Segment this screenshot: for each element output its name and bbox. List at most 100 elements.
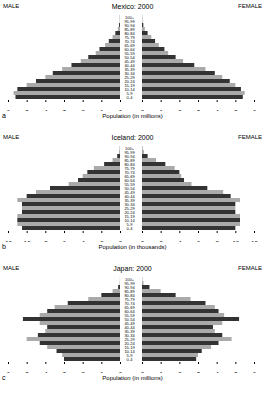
svg-text:2: 2 — [178, 109, 182, 111]
svg-text:90-94: 90-94 — [124, 284, 135, 290]
svg-text:10: 10 — [232, 240, 239, 242]
svg-text:50-54: 50-54 — [124, 54, 135, 60]
svg-text:100+: 100+ — [125, 14, 134, 20]
svg-text:85-89: 85-89 — [124, 157, 135, 163]
svg-text:6: 6 — [7, 109, 11, 111]
svg-text:5: 5 — [234, 371, 238, 373]
svg-text:35-39: 35-39 — [124, 66, 135, 72]
svg-text:3: 3 — [197, 109, 201, 111]
svg-text:75-79: 75-79 — [124, 34, 135, 40]
svg-text:35-39: 35-39 — [124, 197, 135, 203]
svg-text:3: 3 — [63, 109, 67, 111]
svg-text:8: 8 — [215, 240, 219, 242]
svg-text:30-34: 30-34 — [124, 201, 135, 207]
html-text:Population (in thousands): Population (in thousands) — [98, 244, 167, 250]
html-text:MALE: MALE — [3, 265, 20, 271]
svg-text:12: 12 — [5, 240, 12, 242]
svg-text:0: 0 — [141, 109, 145, 111]
html-text:MALE: MALE — [3, 3, 20, 9]
html-text:Iceland: 2000: Iceland: 2000 — [111, 134, 154, 141]
svg-text:65-69: 65-69 — [124, 42, 135, 48]
svg-text:45-49: 45-49 — [124, 189, 135, 195]
svg-text:10-14: 10-14 — [124, 217, 135, 223]
svg-text:70-74: 70-74 — [124, 169, 135, 175]
svg-text:80-84: 80-84 — [124, 30, 135, 36]
svg-text:0: 0 — [141, 240, 145, 242]
svg-text:2: 2 — [159, 240, 163, 242]
svg-text:25-29: 25-29 — [124, 205, 135, 211]
svg-text:6: 6 — [197, 240, 201, 242]
svg-text:6: 6 — [63, 240, 67, 242]
svg-text:5: 5 — [25, 109, 29, 111]
svg-text:5-9: 5-9 — [126, 90, 133, 96]
html-text:Population (in millions): Population (in millions) — [102, 113, 163, 119]
svg-text:50-54: 50-54 — [124, 185, 135, 191]
svg-text:40-44: 40-44 — [124, 193, 135, 199]
html-text:FEMALE: FEMALE — [238, 134, 262, 140]
html-text:FEMALE: FEMALE — [238, 3, 262, 9]
svg-text:40-44: 40-44 — [124, 62, 135, 68]
svg-text:100+: 100+ — [125, 276, 134, 282]
svg-text:25-29: 25-29 — [124, 74, 135, 80]
svg-text:95-99: 95-99 — [124, 280, 135, 286]
svg-text:90-94: 90-94 — [124, 22, 135, 28]
svg-text:80-84: 80-84 — [124, 161, 135, 167]
svg-text:0: 0 — [119, 371, 123, 373]
svg-text:55-59: 55-59 — [124, 181, 135, 187]
svg-text:20-24: 20-24 — [124, 78, 135, 84]
svg-text:0-4: 0-4 — [127, 357, 134, 362]
svg-text:65-69: 65-69 — [124, 173, 135, 179]
svg-text:2: 2 — [178, 371, 182, 373]
svg-text:60-64: 60-64 — [124, 177, 135, 183]
svg-text:6: 6 — [7, 371, 11, 373]
svg-text:8: 8 — [44, 240, 48, 242]
svg-text:15-19: 15-19 — [124, 82, 135, 88]
svg-text:0-4: 0-4 — [127, 226, 134, 231]
svg-text:20-24: 20-24 — [124, 209, 135, 215]
svg-text:6: 6 — [253, 109, 257, 111]
svg-text:4: 4 — [215, 109, 219, 111]
svg-text:95-99: 95-99 — [124, 18, 135, 24]
svg-text:0-4: 0-4 — [127, 95, 134, 100]
svg-text:1: 1 — [159, 109, 163, 111]
svg-text:0: 0 — [119, 240, 123, 242]
svg-text:4: 4 — [44, 109, 48, 111]
svg-text:4: 4 — [215, 371, 219, 373]
svg-text:95-99: 95-99 — [124, 149, 135, 155]
html-text:MALE: MALE — [3, 134, 20, 140]
svg-text:1: 1 — [159, 371, 163, 373]
svg-text:5-9: 5-9 — [126, 221, 133, 227]
svg-text:4: 4 — [81, 240, 85, 242]
svg-text:12: 12 — [251, 240, 258, 242]
svg-text:2: 2 — [81, 371, 85, 373]
svg-text:70-74: 70-74 — [124, 38, 135, 44]
svg-text:55-59: 55-59 — [124, 50, 135, 56]
svg-text:15-19: 15-19 — [124, 213, 135, 219]
svg-text:85-89: 85-89 — [124, 26, 135, 32]
svg-text:0: 0 — [141, 371, 145, 373]
svg-text:60-64: 60-64 — [124, 46, 135, 52]
svg-text:85-89: 85-89 — [124, 288, 135, 294]
svg-text:2: 2 — [100, 240, 104, 242]
html-text:Mexico: 2000: Mexico: 2000 — [111, 3, 154, 10]
svg-text:0: 0 — [119, 109, 123, 111]
svg-text:75-79: 75-79 — [124, 165, 135, 171]
svg-text:100+: 100+ — [125, 145, 134, 151]
html-text:FEMALE: FEMALE — [238, 265, 262, 271]
svg-text:90-94: 90-94 — [124, 153, 135, 159]
svg-text:30-34: 30-34 — [124, 70, 135, 76]
svg-text:2: 2 — [81, 109, 85, 111]
svg-text:3: 3 — [197, 371, 201, 373]
svg-text:1: 1 — [100, 109, 104, 111]
svg-text:5: 5 — [25, 371, 29, 373]
svg-text:4: 4 — [44, 371, 48, 373]
svg-text:10: 10 — [24, 240, 31, 242]
svg-text:10-14: 10-14 — [124, 86, 135, 92]
svg-text:45-49: 45-49 — [124, 58, 135, 64]
svg-text:4: 4 — [178, 240, 182, 242]
svg-text:6: 6 — [253, 371, 257, 373]
svg-text:5: 5 — [234, 109, 238, 111]
svg-text:1: 1 — [100, 371, 104, 373]
html-text:Japan: 2000: Japan: 2000 — [113, 265, 152, 272]
svg-text:3: 3 — [63, 371, 67, 373]
